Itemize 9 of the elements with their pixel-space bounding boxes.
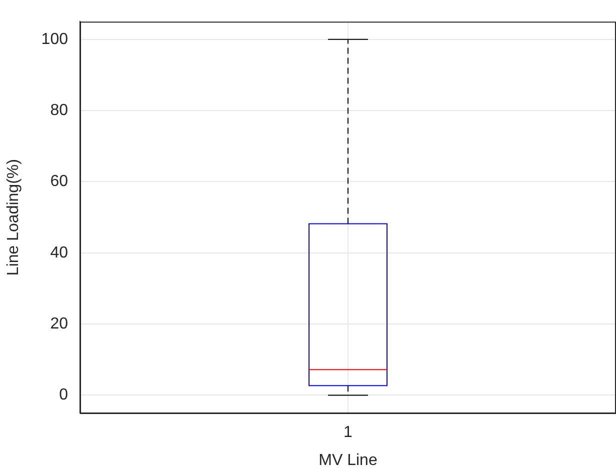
y-tick-label: 40 <box>50 244 68 262</box>
y-tick-label: 100 <box>41 30 68 48</box>
x-axis-title: MV Line <box>318 452 378 469</box>
y-tick-label: 80 <box>50 102 68 119</box>
y-tick-label: 0 <box>59 386 68 404</box>
y-axis-title: Line Loading(%) <box>5 159 22 276</box>
y-tick-label: 20 <box>50 315 68 332</box>
x-tick-label: 1 <box>344 424 353 442</box>
y-tick-label: 60 <box>50 173 68 190</box>
